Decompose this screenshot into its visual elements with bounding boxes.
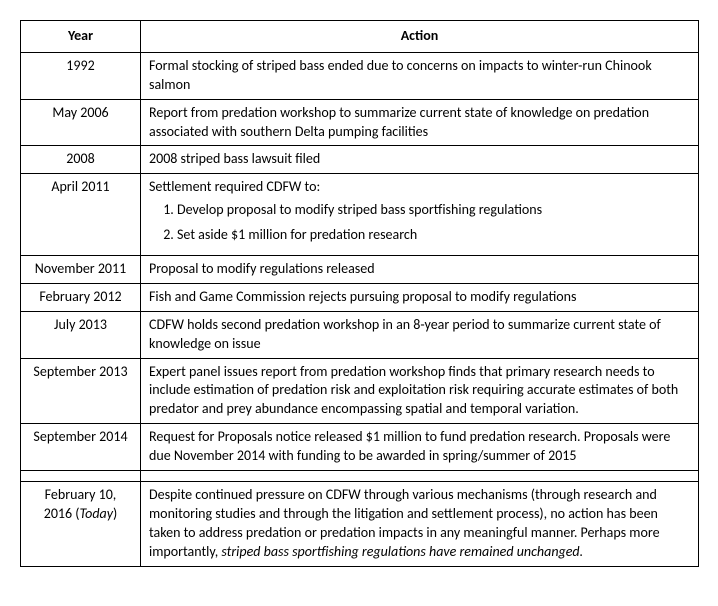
year-cell: February 2012 bbox=[21, 283, 141, 311]
year-cell: 2008 bbox=[21, 146, 141, 174]
table-row: April 2011 Settlement required CDFW to: … bbox=[21, 174, 699, 256]
gap-cell bbox=[21, 471, 141, 482]
year-cell: 1992 bbox=[21, 52, 141, 99]
action-cell: 2008 striped bass lawsuit filed bbox=[141, 146, 699, 174]
header-action: Action bbox=[141, 21, 699, 53]
action-cell: Proposal to modify regulations released bbox=[141, 256, 699, 284]
year-cell: September 2014 bbox=[21, 424, 141, 471]
table-row: July 2013 CDFW holds second predation wo… bbox=[21, 311, 699, 358]
table-row: September 2014 Request for Proposals not… bbox=[21, 424, 699, 471]
year-cell: April 2011 bbox=[21, 174, 141, 256]
gap-cell bbox=[141, 471, 699, 482]
year-cell: May 2006 bbox=[21, 99, 141, 146]
year-cell: November 2011 bbox=[21, 256, 141, 284]
year-close: ) bbox=[113, 505, 117, 522]
action-cell: CDFW holds second predation workshop in … bbox=[141, 311, 699, 358]
action-cell: Formal stocking of striped bass ended du… bbox=[141, 52, 699, 99]
list-item: Develop proposal to modify striped bass … bbox=[177, 201, 690, 220]
table-row: February 2012 Fish and Game Commission r… bbox=[21, 283, 699, 311]
year-cell: July 2013 bbox=[21, 311, 141, 358]
table-row: 2008 2008 striped bass lawsuit filed bbox=[21, 146, 699, 174]
table-row: November 2011 Proposal to modify regulat… bbox=[21, 256, 699, 284]
action-lead: Settlement required CDFW to: bbox=[149, 178, 320, 195]
action-emphasis: striped bass sportfishing regulations ha… bbox=[221, 543, 583, 560]
gap-row bbox=[21, 471, 699, 482]
header-year: Year bbox=[21, 21, 141, 53]
action-cell: Report from predation workshop to summar… bbox=[141, 99, 699, 146]
year-cell: February 10, 2016 (Today) bbox=[21, 482, 141, 567]
header-row: Year Action bbox=[21, 21, 699, 53]
action-cell: Settlement required CDFW to: Develop pro… bbox=[141, 174, 699, 256]
list-item: Set aside $1 million for predation resea… bbox=[177, 226, 690, 245]
year-cell: September 2013 bbox=[21, 358, 141, 424]
table-row: 1992 Formal stocking of striped bass end… bbox=[21, 52, 699, 99]
action-cell: Fish and Game Commission rejects pursuin… bbox=[141, 283, 699, 311]
action-cell: Expert panel issues report from predatio… bbox=[141, 358, 699, 424]
settlement-list: Develop proposal to modify striped bass … bbox=[149, 201, 690, 245]
timeline-table: Year Action 1992 Formal stocking of stri… bbox=[20, 20, 699, 567]
table-row: May 2006 Report from predation workshop … bbox=[21, 99, 699, 146]
table-row: September 2013 Expert panel issues repor… bbox=[21, 358, 699, 424]
table-row: February 10, 2016 (Today) Despite contin… bbox=[21, 482, 699, 567]
action-cell: Despite continued pressure on CDFW throu… bbox=[141, 482, 699, 567]
year-today: Today bbox=[80, 505, 113, 522]
action-cell: Request for Proposals notice released $1… bbox=[141, 424, 699, 471]
